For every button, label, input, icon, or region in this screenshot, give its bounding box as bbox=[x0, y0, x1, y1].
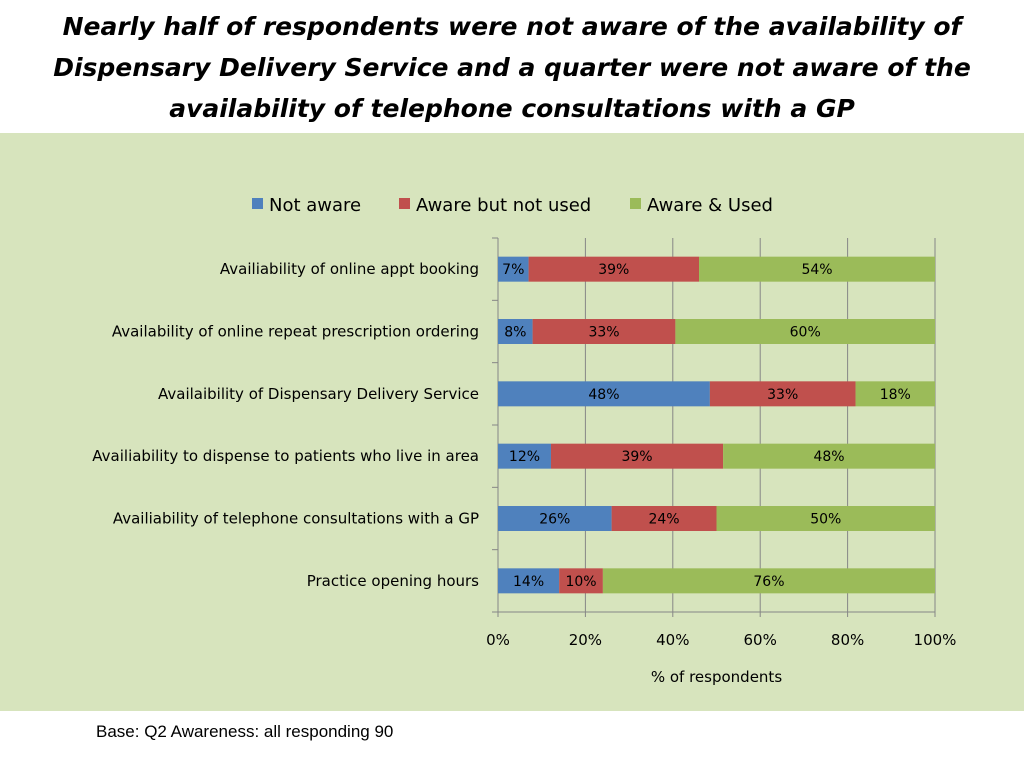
bar-segment bbox=[611, 506, 717, 531]
x-tick-label: 0% bbox=[486, 631, 510, 649]
bar-segment bbox=[559, 568, 603, 594]
bar-segment bbox=[602, 568, 935, 594]
bar-segment bbox=[699, 256, 935, 282]
slide-title: Nearly half of respondents were not awar… bbox=[53, 12, 971, 123]
category-label: Availability of online repeat prescripti… bbox=[112, 323, 479, 341]
bar-segment bbox=[498, 443, 551, 469]
x-tick-label: 100% bbox=[914, 631, 957, 649]
bar-segment bbox=[528, 256, 700, 282]
legend-label: Not aware bbox=[269, 195, 361, 216]
category-label: Practice opening hours bbox=[307, 572, 479, 590]
bar-segment bbox=[498, 381, 710, 407]
bar-segment bbox=[532, 319, 676, 344]
data-label: 48% bbox=[588, 387, 619, 403]
bar-segment bbox=[709, 381, 856, 407]
data-label: 33% bbox=[588, 325, 619, 341]
data-label: 50% bbox=[810, 512, 841, 528]
bar-segment bbox=[498, 319, 533, 344]
footnote: Base: Q2 Awareness: all responding 90 bbox=[96, 722, 394, 741]
category-label: Availiability of telephone consultations… bbox=[113, 510, 479, 528]
data-label: 48% bbox=[813, 449, 844, 465]
bar-segment bbox=[675, 319, 935, 344]
data-label: 10% bbox=[565, 574, 596, 590]
bar-segment bbox=[716, 506, 935, 531]
bar-segment bbox=[498, 506, 612, 531]
data-label: 76% bbox=[753, 574, 784, 590]
x-axis-title: % of respondents bbox=[651, 668, 782, 686]
bar-segment bbox=[498, 568, 560, 594]
category-label: Availiability to dispense to patients wh… bbox=[92, 447, 479, 465]
data-label: 60% bbox=[790, 325, 821, 341]
x-tick-label: 40% bbox=[656, 631, 689, 649]
category-label: Availaibility of Dispensary Delivery Ser… bbox=[158, 385, 479, 403]
data-label: 7% bbox=[502, 262, 524, 278]
data-label: 12% bbox=[509, 449, 540, 465]
data-label: 33% bbox=[767, 387, 798, 403]
data-label: 14% bbox=[513, 574, 544, 590]
bar-segment bbox=[550, 443, 724, 469]
data-label: 39% bbox=[621, 449, 652, 465]
data-label: 24% bbox=[648, 512, 679, 528]
x-tick-label: 20% bbox=[569, 631, 602, 649]
data-label: 26% bbox=[539, 512, 570, 528]
legend-swatch bbox=[252, 198, 263, 209]
legend-label: Aware & Used bbox=[647, 195, 773, 216]
data-label: 18% bbox=[880, 387, 911, 403]
legend-swatch bbox=[399, 198, 410, 209]
legend-label: Aware but not used bbox=[416, 195, 591, 216]
category-label: Availiability of online appt booking bbox=[220, 260, 479, 278]
legend-swatch bbox=[630, 198, 641, 209]
bar-segment bbox=[498, 256, 529, 282]
data-label: 39% bbox=[598, 262, 629, 278]
bar-segment bbox=[855, 381, 935, 407]
bar-segment bbox=[723, 443, 935, 469]
x-tick-label: 80% bbox=[831, 631, 864, 649]
stacked-bar-chart: 0% 20% 40% 60% 80% 100% Availiability of onlin… bbox=[92, 195, 957, 686]
data-label: 8% bbox=[504, 325, 526, 341]
data-label: 54% bbox=[801, 262, 832, 278]
x-tick-label: 60% bbox=[744, 631, 777, 649]
chart-panel: 0% 20% 40% 60% 80% 100% Availiability of onlin… bbox=[0, 133, 1024, 711]
